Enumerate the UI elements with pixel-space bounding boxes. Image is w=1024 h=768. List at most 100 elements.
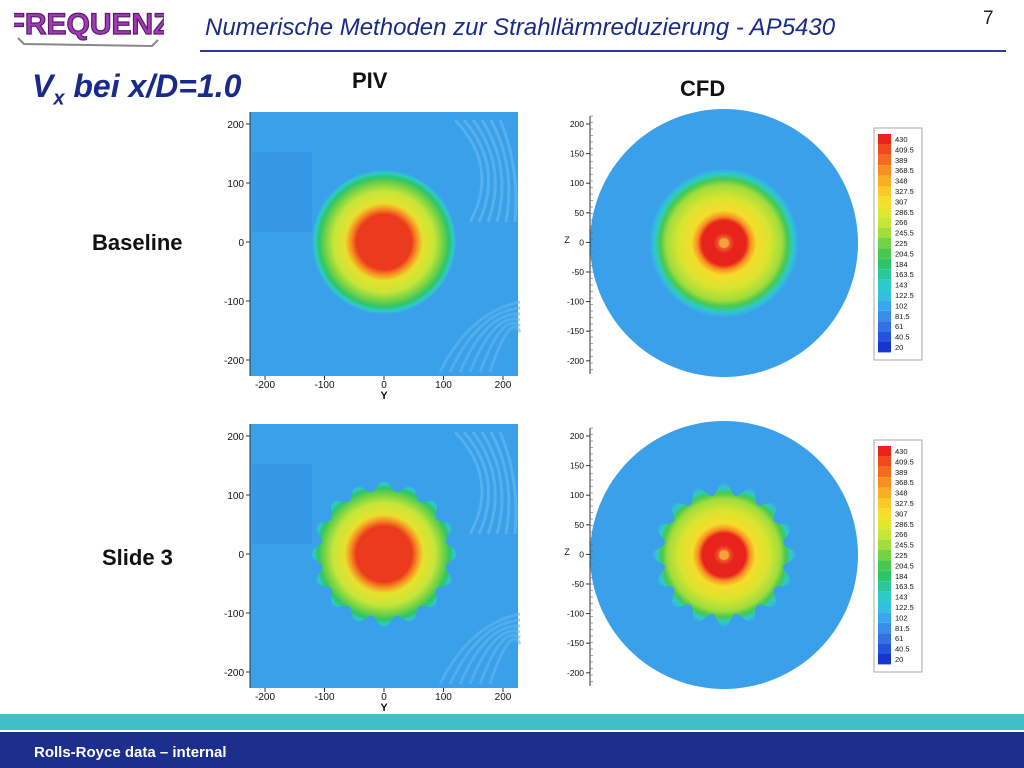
piv-artifact-stripe xyxy=(489,119,511,223)
legend-swatch xyxy=(878,227,891,238)
legend-level-label: 266 xyxy=(895,218,908,227)
footer-text: Rolls-Royce data – internal xyxy=(34,744,227,761)
legend-level-label: 245.5 xyxy=(895,229,914,238)
cfd-y-tick-label: -50 xyxy=(572,267,585,277)
legend-level-label: 286.5 xyxy=(895,208,914,217)
legend-swatch xyxy=(878,290,891,301)
piv-artifact-stripe xyxy=(478,321,521,373)
piv-artifact-stripe xyxy=(488,325,522,373)
piv-y-tick-label: -200 xyxy=(224,668,244,679)
legend-level-label: 225 xyxy=(895,239,908,248)
legend-level-label: 389 xyxy=(895,156,908,165)
cfd-y-tick-label: 150 xyxy=(570,149,584,159)
legend-swatch xyxy=(878,342,891,353)
footer-bar xyxy=(0,732,1024,768)
piv-y-tick-label: 200 xyxy=(227,432,244,443)
piv-core xyxy=(358,216,412,270)
piv-y-tick-label: -100 xyxy=(224,609,244,620)
legend-swatch xyxy=(878,612,891,623)
legend-swatch xyxy=(878,487,891,498)
legend-level-label: 409.5 xyxy=(895,457,914,466)
slide-title-rest: bei x/D=1.0 xyxy=(64,68,242,104)
legend-level-label: 143 xyxy=(895,281,908,290)
legend-level-label: 40.5 xyxy=(895,333,910,342)
piv-column-header: PIV xyxy=(352,68,388,93)
legend-swatch xyxy=(878,154,891,166)
footer-accent-bar xyxy=(0,714,1024,730)
legend-swatch xyxy=(878,175,891,186)
piv-x-axis-label: Y xyxy=(380,390,388,402)
legend-swatch xyxy=(878,331,891,342)
legend-swatch xyxy=(878,581,891,592)
legend-swatch xyxy=(878,550,891,561)
piv-x-tick-label: 200 xyxy=(495,380,512,391)
piv-artifact-stripe xyxy=(453,118,484,223)
page-number: 7 xyxy=(983,8,994,29)
piv-y-tick-label: 100 xyxy=(227,179,244,190)
piv-y-tick-label: 200 xyxy=(227,120,244,131)
cfd-y-tick-label: 200 xyxy=(570,431,584,441)
cfd-y-tick-label: -200 xyxy=(567,668,584,678)
legend-swatch xyxy=(878,321,891,332)
piv-artifact-stripe xyxy=(462,119,491,223)
legend-swatch xyxy=(878,539,891,550)
legend-level-label: 102 xyxy=(895,301,908,310)
piv-artifact-stripe xyxy=(448,306,521,373)
legend-swatch xyxy=(878,643,891,654)
legend-swatch xyxy=(878,570,891,582)
logo-text: FREQUENZ xyxy=(14,8,164,41)
legend-swatch xyxy=(878,654,891,665)
piv-artifact-stripe xyxy=(453,430,484,535)
legend-swatch xyxy=(878,196,891,207)
legend-level-label: 204.5 xyxy=(895,561,914,570)
legend-level-label: 430 xyxy=(895,135,908,144)
legend-swatch xyxy=(878,633,891,644)
legend-level-label: 245.5 xyxy=(895,541,914,550)
cfd-column-header: CFD xyxy=(680,76,726,101)
legend-level-label: 122.5 xyxy=(895,603,914,612)
legend-level-label: 389 xyxy=(895,468,908,477)
legend-level-label: 143 xyxy=(895,593,908,602)
legend-swatch xyxy=(878,300,891,311)
legend-level-label: 348 xyxy=(895,489,908,498)
legend-swatch xyxy=(878,310,891,322)
cfd-y-tick-label: 150 xyxy=(570,461,584,471)
piv-artifact-patch xyxy=(252,152,312,232)
cfd-y-tick-label: 0 xyxy=(579,237,584,247)
legend-level-label: 122.5 xyxy=(895,291,914,300)
piv-artifact-stripe xyxy=(471,119,497,223)
legend-level-label: 409.5 xyxy=(895,145,914,154)
legend-level-label: 307 xyxy=(895,509,908,518)
legend-level-label: 204.5 xyxy=(895,249,914,258)
legend-swatch xyxy=(878,456,891,467)
legend-swatch xyxy=(878,165,891,176)
legend-level-label: 327.5 xyxy=(895,187,914,196)
piv-y-tick-label: 100 xyxy=(227,491,244,502)
legend-swatch xyxy=(878,518,891,530)
piv-x-tick-label: 100 xyxy=(435,692,452,703)
slide-title: Vx bei x/D=1.0 xyxy=(32,68,241,110)
cfd-y-tick-label: 100 xyxy=(570,490,584,500)
piv-artifact-stripe xyxy=(468,317,521,373)
legend-level-label: 102 xyxy=(895,613,908,622)
cfd-y-axis-label: Z xyxy=(564,235,570,245)
legend-level-label: 225 xyxy=(895,551,908,560)
piv-artifact-stripe xyxy=(489,431,511,535)
piv-x-tick-label: 200 xyxy=(495,692,512,703)
legend-level-label: 20 xyxy=(895,655,903,664)
legend-swatch xyxy=(878,186,891,197)
piv-y-tick-label: -100 xyxy=(224,297,244,308)
piv-x-tick-label: -200 xyxy=(255,692,275,703)
legend-level-label: 348 xyxy=(895,177,908,186)
piv-core xyxy=(358,528,412,582)
cfd-y-tick-label: -50 xyxy=(572,579,585,589)
piv-artifact-stripe xyxy=(458,624,521,685)
piv-artifact-stripe xyxy=(480,431,504,535)
piv-y-tick-label: -200 xyxy=(224,356,244,367)
cfd-y-tick-label: -150 xyxy=(567,326,584,336)
legend-level-label: 184 xyxy=(895,260,908,269)
piv-artifact-stripe xyxy=(438,612,521,685)
legend-swatch xyxy=(878,560,891,571)
cfd-center-marker xyxy=(719,238,729,248)
cfd-y-tick-label: -200 xyxy=(567,356,584,366)
